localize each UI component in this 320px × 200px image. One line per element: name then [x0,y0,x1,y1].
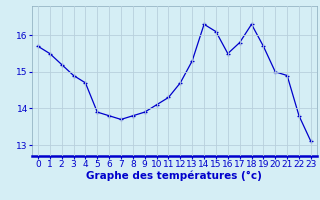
X-axis label: Graphe des températures (°c): Graphe des températures (°c) [86,171,262,181]
